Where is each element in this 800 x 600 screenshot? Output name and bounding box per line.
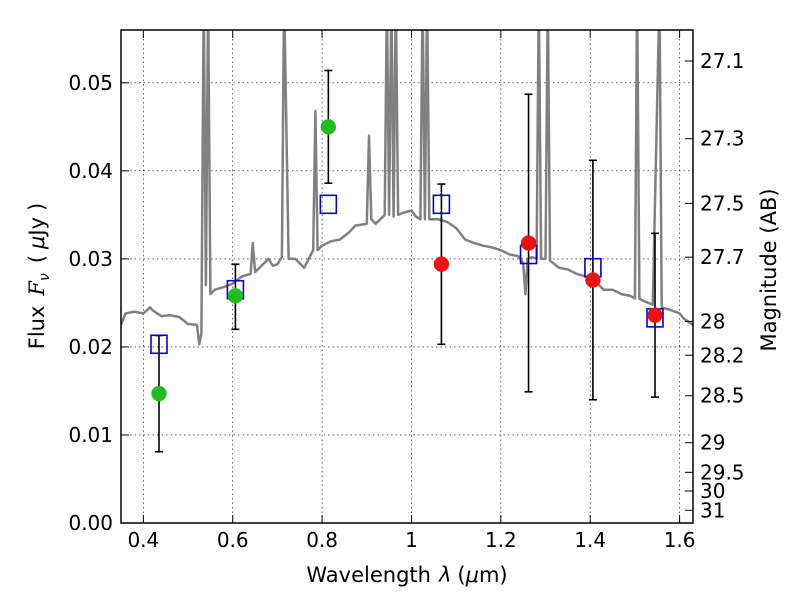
mag-tick-label: 27.7 — [700, 245, 745, 269]
model-spectrum-line — [121, 30, 693, 346]
y-tick-label: 0.00 — [68, 511, 113, 535]
mag-tick-label: 27.5 — [700, 191, 745, 215]
y-axis-label-right: Magnitude (AB) — [757, 188, 781, 351]
mag-tick-label: 27.3 — [700, 127, 745, 151]
observed-flux-point — [151, 385, 167, 402]
mag-tick-label: 30 — [700, 479, 725, 503]
x-tick-label: 0.4 — [127, 528, 159, 552]
x-tick-label: 1.4 — [574, 528, 606, 552]
observed-flux-point — [227, 288, 244, 304]
model-spectrum-layer — [121, 30, 693, 346]
x-tick-label: 0.6 — [217, 528, 249, 552]
axis-ticks: 0.4 0.6 0.8 1 1.2 1.4 1.6 0.00 0.01 0.02 0.03 0.04 0… — [68, 30, 745, 552]
x-tick-label: 0.8 — [306, 528, 338, 552]
x-tick-label: 1.6 — [664, 528, 696, 552]
model-photometry-square — [319, 194, 338, 215]
model-photometry-square — [150, 334, 168, 355]
mag-tick-label: 29 — [700, 431, 725, 455]
grid-lines — [121, 30, 693, 524]
observed-flux-point — [320, 119, 337, 135]
error-bars-layer — [154, 69, 660, 453]
observed-flux-point — [520, 235, 537, 251]
mag-tick-label: 28 — [700, 309, 725, 333]
plot-frame — [120, 29, 694, 524]
observed-flux-point — [585, 272, 601, 288]
observed-flux-point — [433, 256, 450, 272]
y-axis-label-left: FluxFν(μJy) — [25, 203, 53, 349]
y-tick-label: 0.04 — [68, 159, 113, 183]
mag-tick-label: 31 — [700, 498, 725, 522]
y-tick-label: 0.03 — [68, 247, 113, 271]
observed-flux-point — [647, 307, 663, 323]
observed-points-layer — [151, 119, 663, 402]
x-tick-label: 1.2 — [485, 528, 517, 552]
mag-tick-label: 28.5 — [700, 384, 745, 408]
y-tick-label: 0.02 — [68, 335, 113, 359]
model-photometry-square — [432, 194, 451, 215]
model-photometry-layer — [150, 194, 664, 355]
mag-tick-label: 29.5 — [700, 460, 745, 484]
y-tick-label: 0.01 — [68, 423, 113, 447]
mag-tick-label: 27.1 — [700, 49, 745, 73]
mag-tick-label: 28.2 — [700, 343, 745, 367]
x-axis-label: Wavelength λ (μm) — [306, 563, 507, 587]
x-tick-label: 1 — [405, 528, 418, 552]
y-tick-label: 0.05 — [68, 71, 113, 95]
